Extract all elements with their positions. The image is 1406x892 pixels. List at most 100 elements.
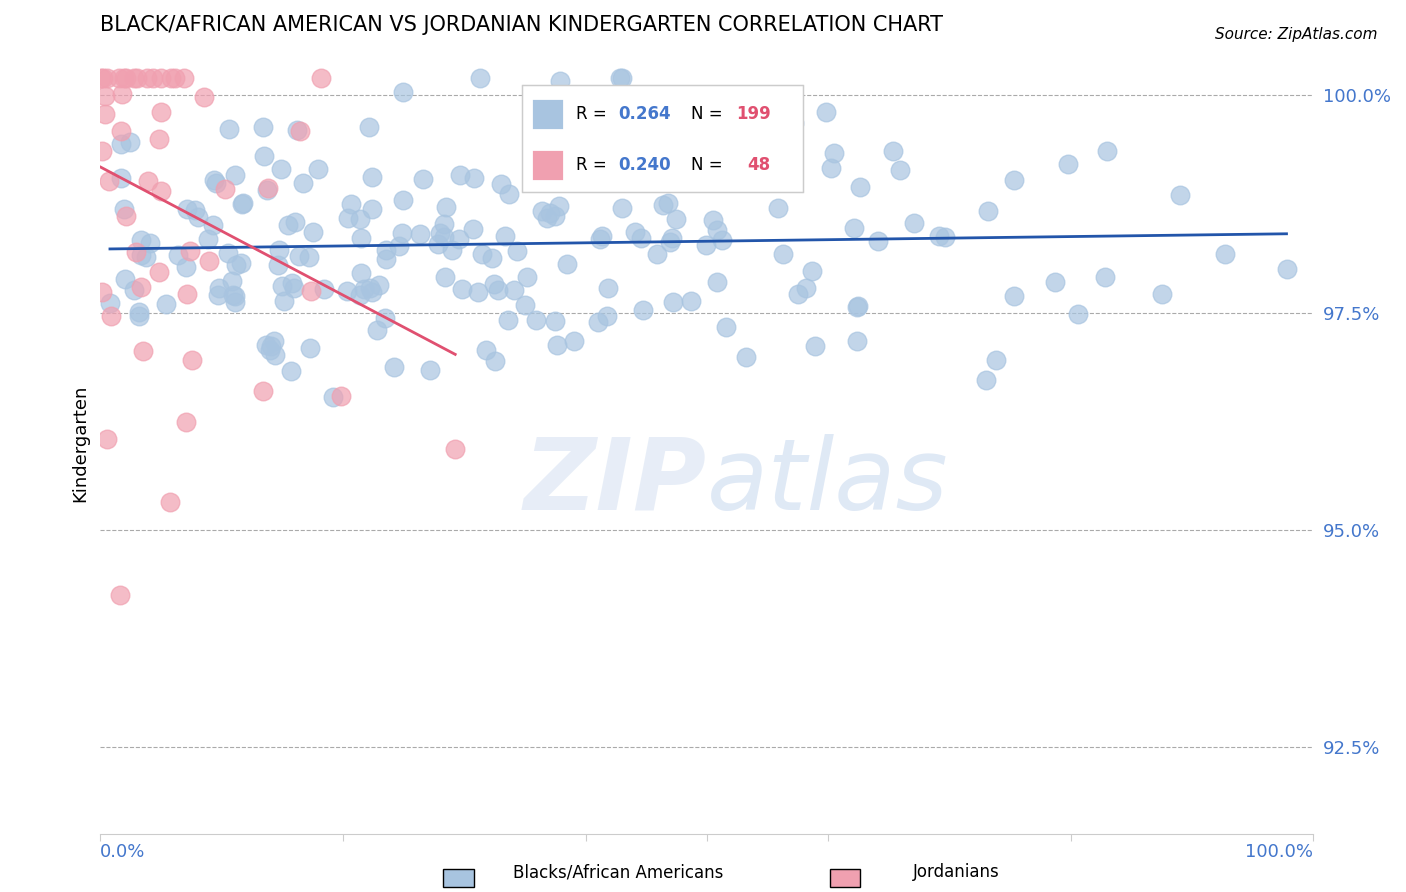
- Point: [706, 223, 728, 237]
- Point: [434, 200, 457, 214]
- Point: [848, 299, 870, 313]
- Point: [848, 179, 870, 194]
- Point: [707, 172, 730, 186]
- Point: [108, 588, 131, 602]
- Point: [122, 284, 145, 298]
- Point: [882, 144, 904, 158]
- Point: [112, 70, 135, 85]
- Text: atlas: atlas: [707, 434, 949, 531]
- Point: [494, 229, 516, 244]
- Point: [181, 352, 204, 367]
- Point: [207, 288, 229, 302]
- Point: [93, 107, 115, 121]
- Point: [374, 310, 396, 325]
- Point: [427, 236, 450, 251]
- Point: [610, 70, 633, 85]
- Point: [217, 246, 239, 260]
- Point: [657, 195, 679, 210]
- Point: [232, 196, 254, 211]
- Point: [353, 282, 375, 296]
- Point: [148, 265, 170, 279]
- Point: [112, 202, 135, 216]
- Point: [174, 260, 197, 274]
- Point: [450, 282, 472, 296]
- Point: [118, 135, 141, 149]
- Text: 199: 199: [735, 105, 770, 123]
- Text: Source: ZipAtlas.com: Source: ZipAtlas.com: [1215, 27, 1378, 42]
- Point: [183, 202, 205, 217]
- Point: [934, 230, 956, 244]
- Point: [283, 281, 305, 295]
- Point: [97, 173, 120, 187]
- Point: [374, 243, 396, 257]
- Point: [803, 338, 825, 352]
- Point: [536, 211, 558, 225]
- Point: [544, 209, 567, 223]
- Point: [1275, 262, 1298, 277]
- Point: [349, 211, 371, 226]
- Point: [129, 280, 152, 294]
- Point: [129, 233, 152, 247]
- Point: [269, 243, 291, 257]
- Text: 48: 48: [747, 156, 770, 174]
- Point: [616, 146, 638, 161]
- Point: [150, 105, 173, 120]
- FancyBboxPatch shape: [530, 149, 564, 181]
- Point: [90, 285, 112, 299]
- Point: [253, 149, 276, 163]
- Point: [596, 281, 619, 295]
- Point: [515, 298, 537, 312]
- Point: [375, 252, 398, 266]
- Text: ZIP: ZIP: [524, 434, 707, 531]
- Point: [630, 230, 652, 244]
- Point: [125, 70, 148, 85]
- Text: 0.240: 0.240: [617, 156, 671, 174]
- Point: [90, 70, 112, 85]
- Point: [623, 225, 645, 239]
- Point: [391, 85, 413, 99]
- Point: [846, 301, 869, 315]
- Point: [679, 293, 702, 308]
- Point: [1056, 157, 1078, 171]
- Point: [273, 293, 295, 308]
- Point: [388, 239, 411, 253]
- Point: [434, 270, 457, 285]
- Point: [783, 116, 806, 130]
- Point: [208, 281, 231, 295]
- Point: [612, 201, 634, 215]
- Point: [252, 120, 274, 134]
- Point: [257, 181, 280, 195]
- Point: [336, 211, 359, 225]
- Point: [218, 121, 240, 136]
- Point: [496, 313, 519, 327]
- Point: [91, 70, 114, 85]
- Point: [224, 295, 246, 310]
- Point: [766, 201, 789, 215]
- Point: [176, 202, 198, 217]
- Point: [252, 384, 274, 399]
- Point: [562, 334, 585, 348]
- Point: [197, 232, 219, 246]
- Point: [447, 232, 470, 246]
- Point: [471, 247, 494, 261]
- Point: [544, 314, 567, 328]
- Point: [201, 219, 224, 233]
- Point: [259, 343, 281, 357]
- Point: [538, 206, 561, 220]
- Point: [359, 281, 381, 295]
- Point: [433, 217, 456, 231]
- Point: [264, 348, 287, 362]
- Point: [449, 168, 471, 182]
- Point: [360, 169, 382, 184]
- Point: [193, 90, 215, 104]
- Point: [136, 70, 159, 85]
- Point: [977, 204, 1000, 219]
- Point: [224, 168, 246, 182]
- Text: Blacks/African Americans: Blacks/African Americans: [513, 863, 724, 881]
- Point: [224, 289, 246, 303]
- Point: [93, 88, 115, 103]
- Point: [271, 278, 294, 293]
- Point: [277, 218, 299, 232]
- Point: [489, 177, 512, 191]
- Point: [114, 272, 136, 286]
